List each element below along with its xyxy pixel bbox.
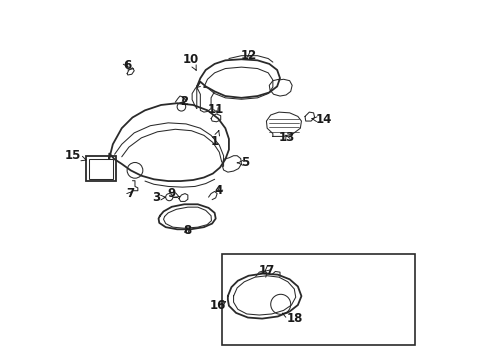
Text: 15: 15: [65, 149, 86, 162]
Text: 8: 8: [183, 224, 191, 237]
Bar: [89, 159, 113, 179]
Text: 14: 14: [312, 113, 332, 126]
Text: 10: 10: [183, 53, 199, 70]
Text: 13: 13: [279, 131, 295, 144]
Text: 2: 2: [180, 95, 188, 108]
Text: 11: 11: [208, 103, 224, 116]
Text: 16: 16: [210, 299, 226, 312]
Bar: [86, 157, 117, 181]
Text: 17: 17: [258, 264, 274, 276]
Text: 4: 4: [214, 184, 223, 197]
Text: 1: 1: [211, 131, 220, 148]
Bar: [222, 254, 415, 345]
Text: 7: 7: [126, 187, 134, 200]
Text: 12: 12: [241, 49, 257, 62]
Text: 18: 18: [282, 312, 303, 325]
Text: 9: 9: [167, 187, 179, 200]
Text: 6: 6: [123, 59, 131, 72]
Text: 5: 5: [237, 156, 250, 169]
Text: 3: 3: [152, 192, 166, 204]
